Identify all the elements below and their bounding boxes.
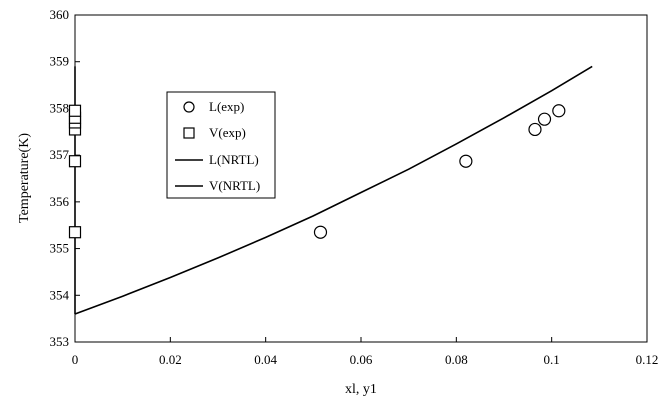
legend: L(exp) V(exp) L(NRTL) V(NRTL) <box>166 91 276 199</box>
legend-label-l-nrtl: L(NRTL) <box>209 152 259 167</box>
point-l-exp <box>528 122 542 137</box>
y-tick-label: 353 <box>50 334 70 349</box>
x-tick-label: 0.1 <box>544 352 560 367</box>
x-tick-label: 0.02 <box>159 352 182 367</box>
point-l-exp <box>537 112 552 126</box>
y-tick-label: 354 <box>50 287 70 302</box>
plot-area <box>74 14 648 343</box>
x-tick-label: 0.08 <box>445 352 468 367</box>
y-tick-label: 358 <box>50 100 70 115</box>
y-tick-label: 355 <box>50 241 70 256</box>
y-tick-label: 359 <box>50 54 70 69</box>
x-tick-label: 0 <box>72 352 79 367</box>
y-tick-label: 356 <box>50 194 70 209</box>
point-v-exp <box>68 226 82 239</box>
x-tick-label: 0.04 <box>254 352 277 367</box>
y-axis-title: Temperature(K) <box>17 133 32 223</box>
point-l-exp <box>552 104 566 118</box>
y-tick-label: 357 <box>50 147 70 162</box>
point-v-exp <box>68 104 82 117</box>
legend-swatch-v-exp <box>183 127 195 139</box>
x-tick-label: 0.12 <box>636 352 659 367</box>
axis-tick-labels: 0 0.02 0.04 0.06 0.08 0.1 0.12 353 354 355 356 357 3… <box>50 7 659 367</box>
line-l-nrtl <box>74 65 593 315</box>
x-axis-title: xl, y1 <box>345 382 377 397</box>
y-tick-label: 360 <box>50 7 70 22</box>
point-l-exp <box>313 225 328 239</box>
legend-label-v-nrtl: V(NRTL) <box>209 178 260 193</box>
point-v-exp <box>68 155 82 168</box>
legend-swatch-l-exp <box>183 101 195 113</box>
legend-label-l-exp: L(exp) <box>209 99 244 114</box>
plot-frame <box>74 14 648 343</box>
x-tick-label: 0.06 <box>350 352 373 367</box>
point-l-exp <box>459 154 473 168</box>
marker-series <box>68 104 566 239</box>
legend-label-v-exp: V(exp) <box>209 125 246 140</box>
